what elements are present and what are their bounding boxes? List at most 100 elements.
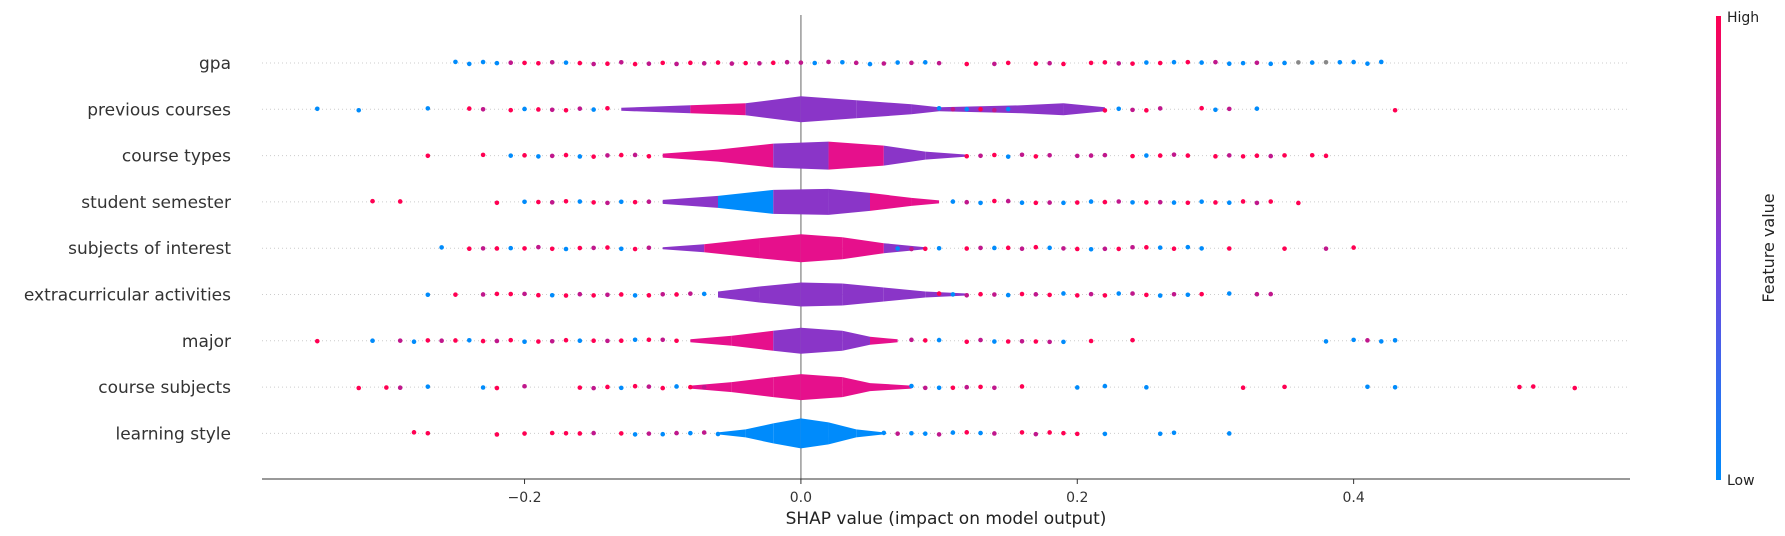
shap-point-learning-style: [1061, 430, 1066, 436]
shap-point-major: [632, 337, 638, 343]
shap-point-course-subjects: [632, 383, 638, 389]
shap-point-extracurricular-activities: [1268, 291, 1274, 297]
shap-point-learning-style: [425, 430, 431, 436]
shap-point-extracurricular-activities: [453, 292, 458, 297]
shap-point-gpa: [563, 60, 569, 65]
shap-point-student-semester: [549, 200, 555, 205]
shap-point-learning-style: [715, 431, 721, 437]
shap-point-learning-style: [411, 430, 417, 435]
shap-point-extracurricular-activities: [1074, 293, 1080, 298]
shap-point-gpa: [1351, 59, 1356, 65]
shap-point-major: [605, 338, 610, 344]
colorbar-high-label: High: [1727, 10, 1759, 26]
shap-point-course-subjects: [909, 383, 914, 389]
shap-point-major: [453, 338, 458, 343]
violin-segment-major: [800, 327, 843, 354]
shap-point-gpa: [1157, 60, 1163, 66]
shap-point-gpa: [536, 60, 541, 66]
shap-point-previous-courses: [992, 107, 997, 113]
shap-point-gpa: [591, 61, 596, 67]
violin-segment-learning-style: [856, 429, 884, 438]
shap-point-major: [1005, 339, 1011, 344]
shap-point-subjects-of-interest: [605, 245, 610, 250]
shap-point-major: [466, 337, 472, 343]
shap-point-course-subjects: [936, 385, 942, 391]
shap-point-course-types: [1130, 153, 1135, 159]
violin-segment-course-types: [828, 141, 884, 170]
shap-point-major: [577, 338, 583, 344]
feature-label-course-subjects: course subjects: [98, 378, 231, 398]
violin-segment-previous-courses: [621, 105, 691, 114]
shap-point-major: [936, 337, 942, 343]
violin-segment-subjects-of-interest: [883, 243, 926, 254]
colorbar: High Low Feature value: [1716, 10, 1778, 489]
shap-point-gpa: [895, 60, 900, 65]
feature-labels: gpa previous courses course types student s…: [24, 54, 231, 444]
shap-point-student-semester: [536, 199, 541, 205]
shap-point-student-semester: [646, 199, 652, 205]
shap-point-gpa: [632, 61, 638, 67]
shap-point-subjects-of-interest: [1047, 245, 1052, 251]
shap-point-major: [1323, 339, 1329, 344]
shap-point-learning-style: [909, 430, 914, 436]
violin-segment-extracurricular-activities: [759, 282, 801, 307]
shap-point-course-subjects: [605, 384, 610, 390]
shap-point-extracurricular-activities: [1199, 291, 1204, 297]
shap-point-course-types: [1323, 153, 1329, 159]
shap-point-previous-courses: [1392, 107, 1398, 113]
shap-point-previous-courses: [522, 106, 527, 112]
shap-point-previous-courses: [950, 106, 956, 112]
shap-point-extracurricular-activities: [1157, 293, 1163, 298]
shap-point-learning-style: [936, 432, 942, 437]
shap-point-learning-style: [632, 432, 638, 437]
shap-point-gpa: [1199, 60, 1204, 65]
shap-point-student-semester: [563, 198, 569, 204]
shap-point-major: [674, 338, 679, 344]
shap-point-student-semester: [370, 198, 375, 204]
shap-point-major: [1378, 339, 1384, 344]
shap-point-previous-courses: [1213, 107, 1218, 113]
violin-segment-learning-style: [828, 422, 857, 445]
shap-point-course-subjects: [397, 385, 403, 391]
shap-point-gpa: [1047, 60, 1052, 66]
shap-point-extracurricular-activities: [936, 291, 942, 296]
violin-segment-student-semester: [662, 195, 718, 208]
shap-point-student-semester: [1074, 200, 1080, 205]
shap-point-previous-courses: [978, 106, 983, 112]
shap-point-gpa: [964, 61, 970, 67]
shap-point-major: [425, 338, 431, 343]
shap-point-extracurricular-activities: [1005, 292, 1011, 298]
shap-point-gpa: [549, 59, 555, 65]
shap-point-subjects-of-interest: [1019, 246, 1025, 252]
shap-point-course-types: [1033, 154, 1039, 159]
violin-segment-course-subjects: [800, 374, 843, 401]
shap-point-course-types: [1144, 153, 1149, 158]
shap-point-subjects-of-interest: [1061, 246, 1066, 251]
shap-point-course-subjects: [701, 384, 707, 390]
shap-point-gpa: [1171, 59, 1177, 65]
shap-point-major: [370, 338, 375, 344]
shap-point-learning-style: [978, 430, 983, 436]
shap-point-gpa: [688, 60, 693, 66]
shap-point-student-semester: [1130, 200, 1135, 205]
shap-point-student-semester: [1033, 200, 1039, 206]
shap-point-gpa: [1061, 61, 1066, 67]
shap-point-course-types: [1226, 153, 1232, 158]
violin-segment-previous-courses: [800, 96, 857, 123]
shap-point-gpa: [1088, 60, 1094, 66]
shap-point-major: [1365, 338, 1370, 343]
shap-point-gpa: [1033, 61, 1039, 66]
feature-label-student-semester: student semester: [81, 193, 231, 213]
shap-point-student-semester: [1254, 200, 1260, 206]
shap-point-gpa: [1296, 60, 1301, 65]
shap-point-course-types: [605, 153, 610, 158]
shap-point-student-semester: [1185, 200, 1191, 206]
shap-point-learning-style: [646, 431, 652, 436]
shap-point-learning-style: [618, 431, 624, 436]
shap-point-subjects-of-interest: [964, 246, 970, 251]
shap-point-student-semester: [1116, 199, 1122, 204]
colorbar-title: Feature value: [1759, 193, 1778, 302]
shap-point-major: [992, 339, 997, 344]
feature-label-learning-style: learning style: [115, 424, 231, 444]
shap-point-subjects-of-interest: [536, 244, 541, 250]
